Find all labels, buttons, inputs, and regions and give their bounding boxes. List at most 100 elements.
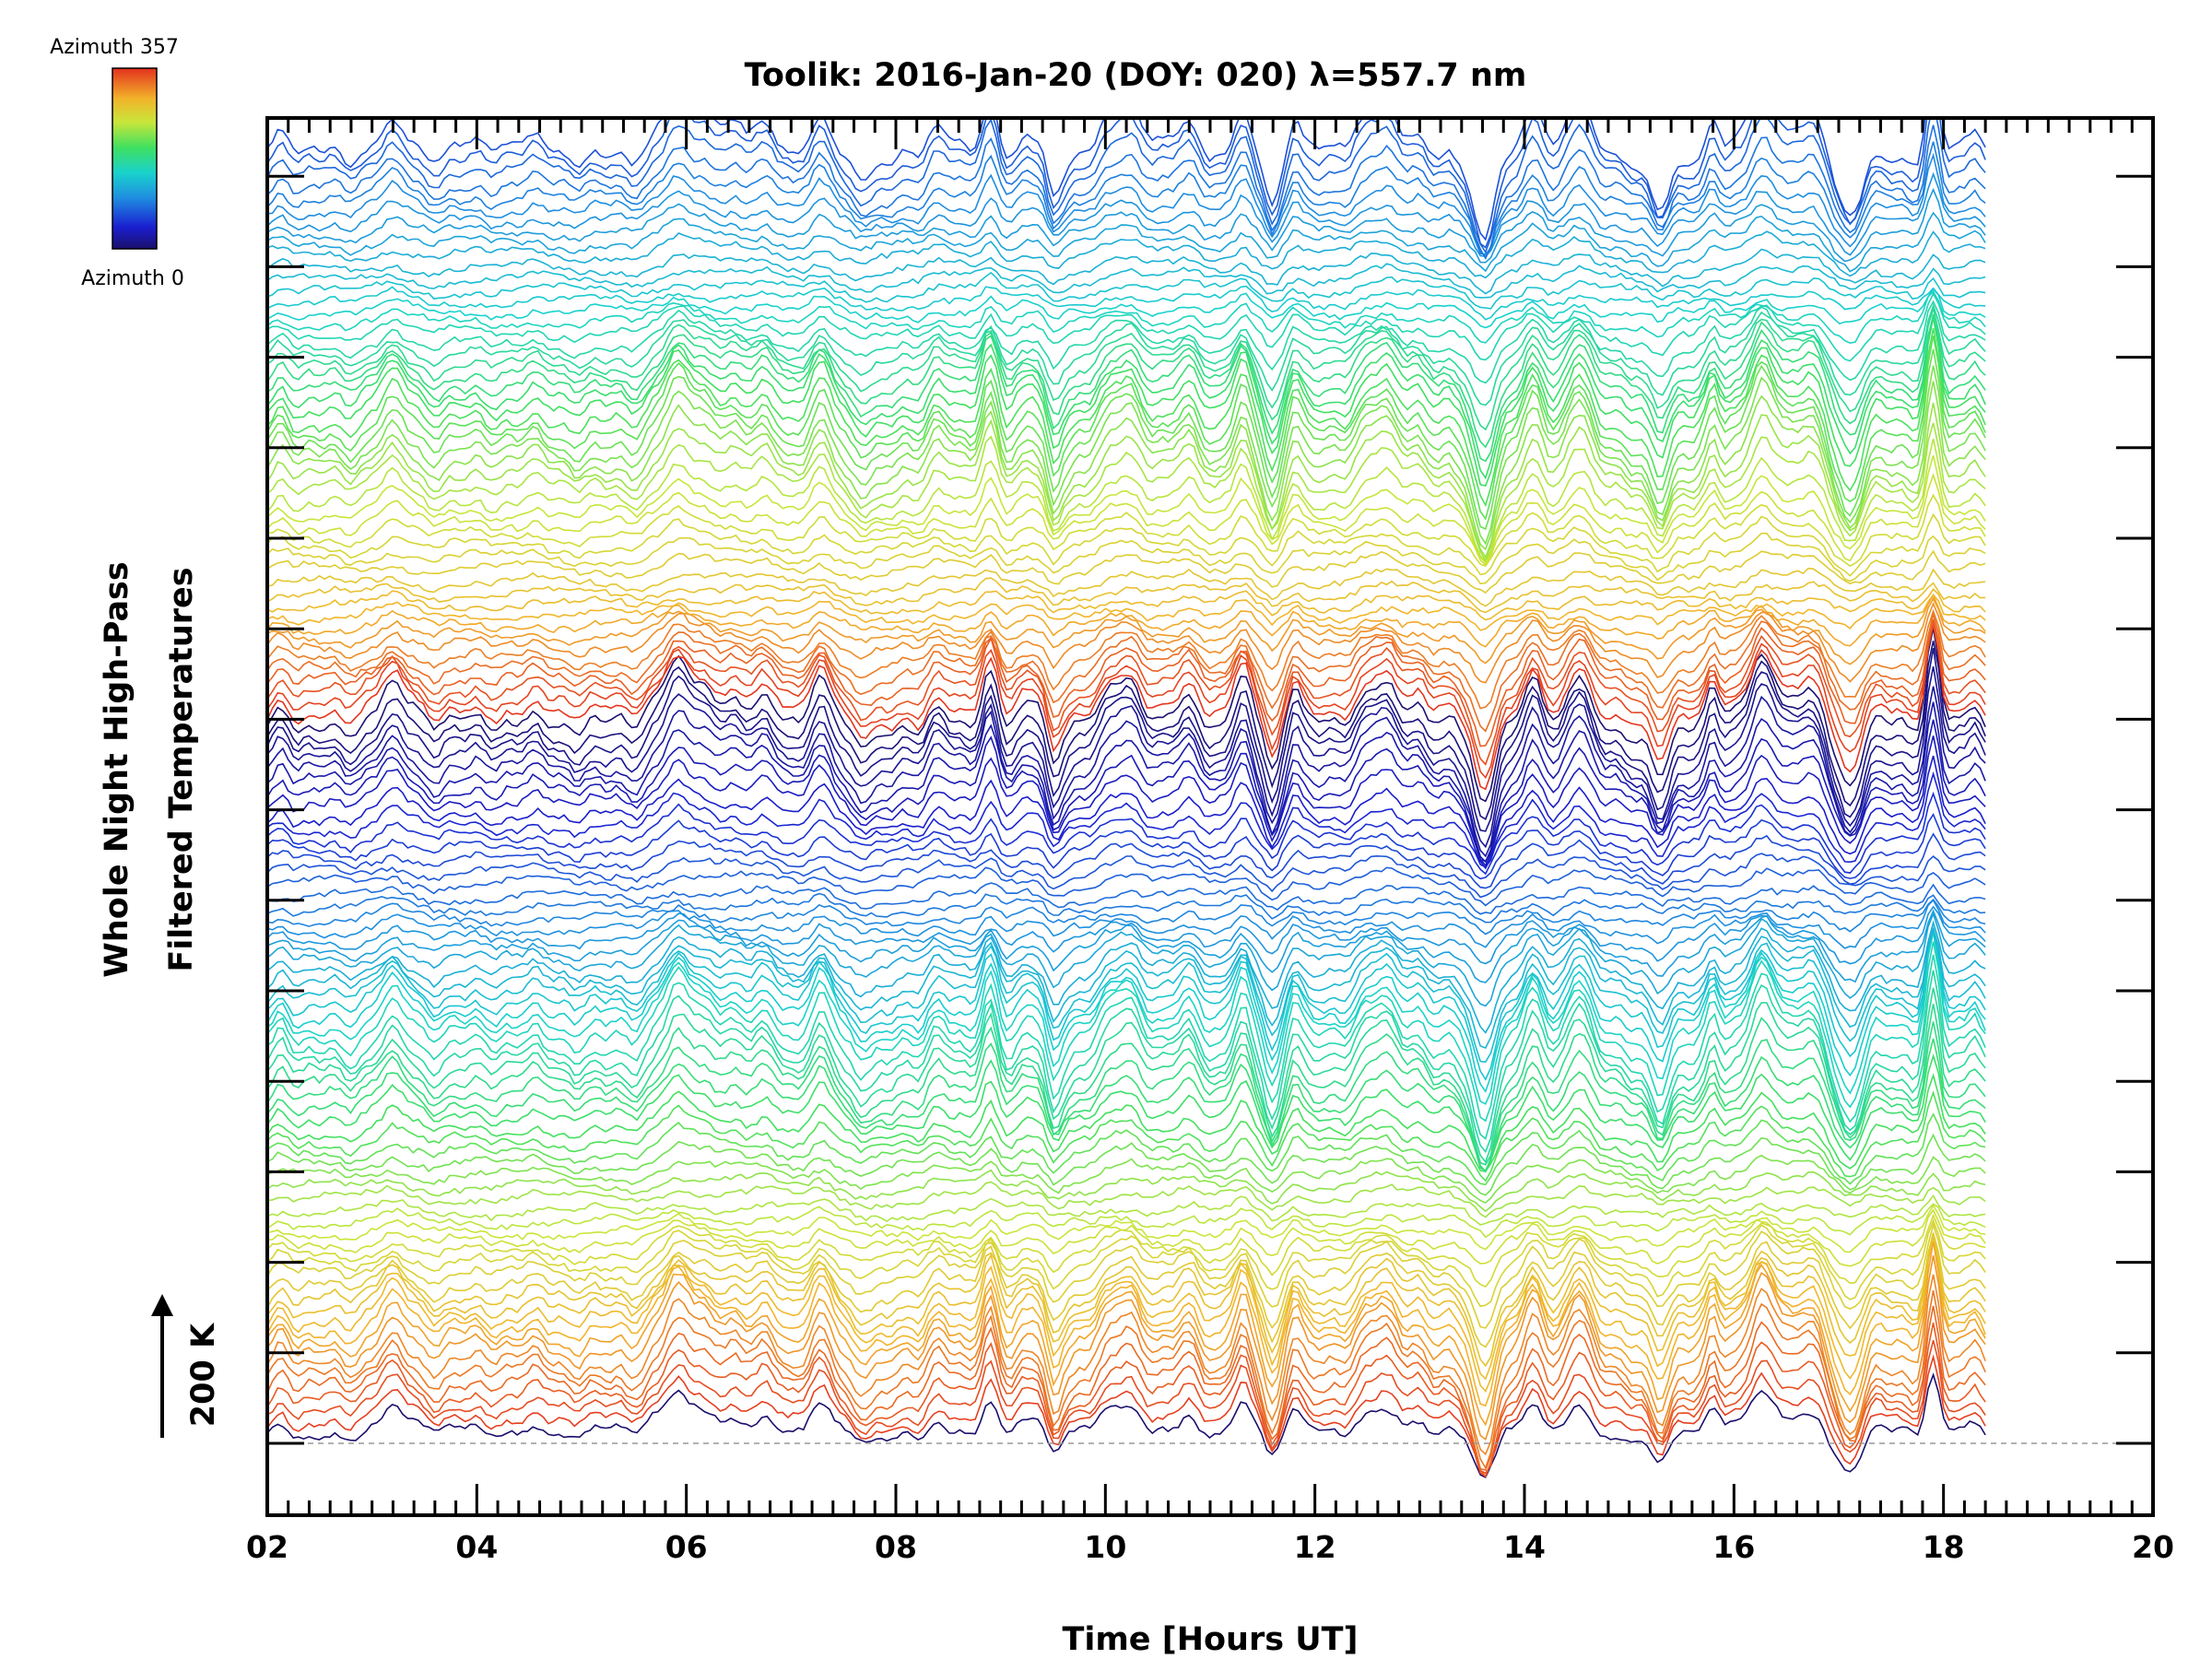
series-line [267, 454, 1986, 564]
series-line [267, 118, 1986, 241]
scale-indicator: 200 K [151, 1294, 222, 1438]
series-line [267, 812, 1986, 880]
series-line [267, 1232, 1986, 1348]
series-line [267, 271, 1986, 310]
series-line [267, 1234, 1986, 1407]
series-line [267, 1354, 1986, 1477]
series-line [267, 970, 1986, 1154]
scale-arrow-head [151, 1294, 173, 1316]
series-line [267, 567, 1986, 607]
series-line [267, 601, 1986, 684]
series-line [267, 641, 1986, 820]
series-line [267, 1233, 1986, 1368]
x-tick-labels: 02 04 06 08 10 12 14 16 18 20 [246, 1529, 2174, 1565]
y-axis-label: Whole Night High-Pass Filtered Temperatu… [99, 561, 200, 977]
x-tick-label: 06 [665, 1529, 708, 1565]
chart-title: Toolik: 2016-Jan-20 (DOY: 020) λ=557.7 n… [745, 57, 1527, 94]
series-line [267, 124, 1986, 261]
series-line [267, 927, 1986, 1064]
x-tick-label: 08 [875, 1529, 917, 1565]
series-line [267, 152, 1986, 255]
series-line [267, 317, 1986, 488]
x-tick-label: 12 [1294, 1529, 1336, 1565]
series-line [267, 628, 1986, 803]
x-tick-label: 16 [1712, 1529, 1755, 1565]
x-tick-label: 04 [455, 1529, 498, 1565]
series-line [267, 1323, 1986, 1478]
y-axis-label-line2: Filtered Temperatures [163, 567, 200, 971]
series-line [267, 608, 1986, 710]
series-line [267, 1021, 1986, 1173]
series-line [267, 1169, 1986, 1213]
series-line [267, 1003, 1986, 1166]
series-line [267, 832, 1986, 889]
series-line [267, 473, 1986, 567]
series-line [267, 594, 1986, 631]
series-line [267, 316, 1986, 480]
series-line [267, 290, 1986, 345]
series-line [267, 1241, 1986, 1427]
series-line [267, 920, 1986, 1034]
series-line [267, 438, 1986, 563]
scale-label: 200 K [185, 1322, 222, 1427]
series-line [267, 118, 1986, 254]
series-line [267, 898, 1986, 935]
series-line [267, 328, 1986, 508]
series-line [267, 926, 1986, 1050]
colorbar-min-label: Azimuth 0 [81, 267, 184, 290]
series-line [267, 1194, 1986, 1226]
series-line [267, 791, 1986, 876]
series-line [267, 866, 1986, 907]
series-line [267, 365, 1986, 546]
colorbar-gradient [112, 67, 158, 250]
series-line [267, 927, 1986, 1081]
series-line [267, 1090, 1986, 1182]
series-line [267, 1290, 1986, 1470]
series-line [267, 892, 1986, 924]
x-tick-label: 18 [1923, 1529, 1965, 1565]
series-line [267, 665, 1986, 849]
series-line [267, 771, 1986, 868]
series-line [267, 853, 1986, 899]
series-line [267, 1204, 1986, 1253]
series-line [267, 625, 1986, 791]
series-line [267, 735, 1986, 867]
x-tick-label: 02 [246, 1529, 288, 1565]
series-line [267, 594, 1986, 648]
series-line [267, 954, 1986, 1140]
series-line [267, 493, 1986, 568]
axis-ticks [265, 118, 2155, 1515]
series-line [267, 230, 1986, 279]
series-line [267, 1218, 1986, 1308]
series-line [267, 402, 1986, 559]
series-line [267, 987, 1986, 1164]
series-line [267, 648, 1986, 832]
series-line [267, 1038, 1986, 1172]
series-line [267, 932, 1986, 1105]
y-axis-label-line1: Whole Night High-Pass [99, 561, 135, 977]
series-line [267, 141, 1986, 258]
series-line [267, 1203, 1986, 1239]
series-line [267, 1340, 1986, 1475]
series-line [267, 313, 1986, 449]
series-line [267, 211, 1986, 273]
series-line [267, 187, 1986, 264]
series-line [267, 348, 1986, 531]
series-line [267, 300, 1986, 384]
series-line [267, 248, 1986, 295]
series-line [267, 1073, 1986, 1172]
series-line [267, 1154, 1986, 1204]
series-line [267, 1133, 1986, 1196]
series-line [267, 929, 1986, 1093]
series-line [267, 1112, 1986, 1186]
series-line [267, 613, 1986, 733]
series-line [267, 532, 1986, 585]
series-line [267, 288, 1986, 329]
series-line [267, 622, 1986, 766]
colorbar-max-label: Azimuth 357 [50, 36, 179, 59]
series-line [267, 1305, 1986, 1471]
series-line [267, 171, 1986, 257]
series-line [267, 1222, 1986, 1329]
series-line [267, 755, 1986, 870]
series-line [267, 292, 1986, 362]
